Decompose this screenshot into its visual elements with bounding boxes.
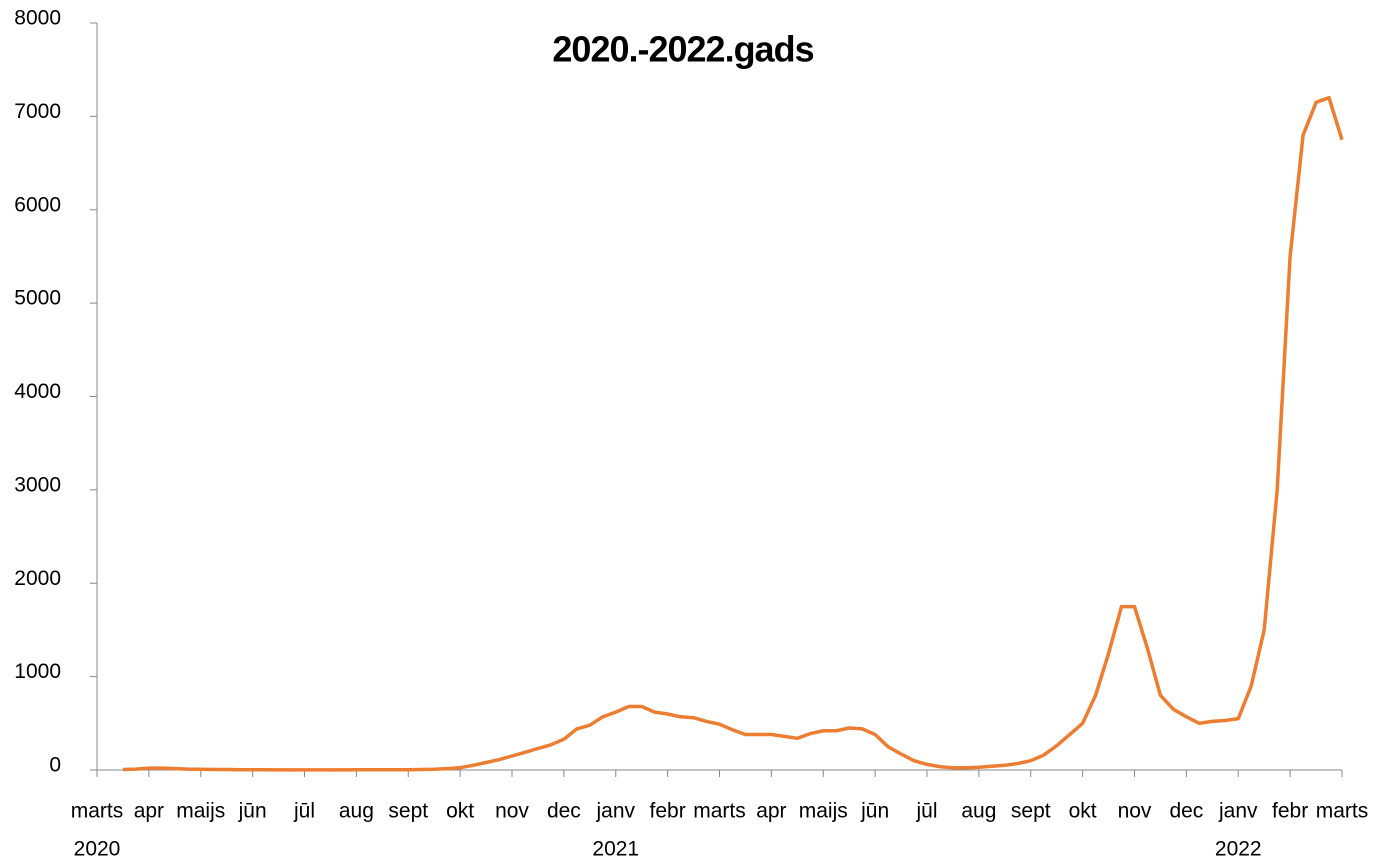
y-tick-label: 4000 xyxy=(14,380,61,403)
x-tick-label: sept xyxy=(388,800,428,823)
x-tick-label: jūn xyxy=(860,800,889,823)
year-label: 2022 xyxy=(1215,838,1262,861)
x-tick-label: sept xyxy=(1011,800,1051,823)
x-tick-label: aug xyxy=(961,800,996,823)
year-label: 2021 xyxy=(592,838,639,861)
x-tick-label: okt xyxy=(446,800,474,823)
x-tick-label: dec xyxy=(547,800,581,823)
chart-title: 2020.-2022.gads xyxy=(552,29,813,70)
x-tick-label: jūl xyxy=(915,800,937,823)
x-tick-label: jūl xyxy=(293,800,315,823)
x-tick-label: marts xyxy=(71,800,124,823)
y-tick-label: 3000 xyxy=(14,473,61,496)
x-tick-label: apr xyxy=(756,800,786,823)
x-tick-label: maijs xyxy=(799,800,848,823)
y-tick-label: 1000 xyxy=(14,660,61,683)
y-tick-label: 8000 xyxy=(14,7,61,30)
data-line xyxy=(122,95,1344,772)
x-tick-label: maijs xyxy=(176,800,225,823)
x-tick-label: apr xyxy=(134,800,164,823)
x-tick-label: dec xyxy=(1169,800,1203,823)
x-tick-label: aug xyxy=(339,800,374,823)
x-tick-label: febr xyxy=(650,800,686,823)
x-tick-label: janv xyxy=(1218,800,1258,823)
x-tick-label: janv xyxy=(595,800,635,823)
y-tick-label: 2000 xyxy=(14,567,61,590)
x-tick-label: marts xyxy=(1316,800,1369,823)
y-tick-label: 0 xyxy=(49,754,61,777)
x-tick-label: nov xyxy=(495,800,529,823)
x-tick-label: jūn xyxy=(238,800,267,823)
x-tick-label: febr xyxy=(1272,800,1308,823)
x-tick-label: marts xyxy=(693,800,746,823)
y-tick-label: 7000 xyxy=(14,100,61,123)
x-tick-label: okt xyxy=(1069,800,1097,823)
x-tick-label: nov xyxy=(1118,800,1152,823)
year-label: 2020 xyxy=(74,838,121,861)
y-tick-label: 6000 xyxy=(14,193,61,216)
y-tick-label: 5000 xyxy=(14,287,61,310)
